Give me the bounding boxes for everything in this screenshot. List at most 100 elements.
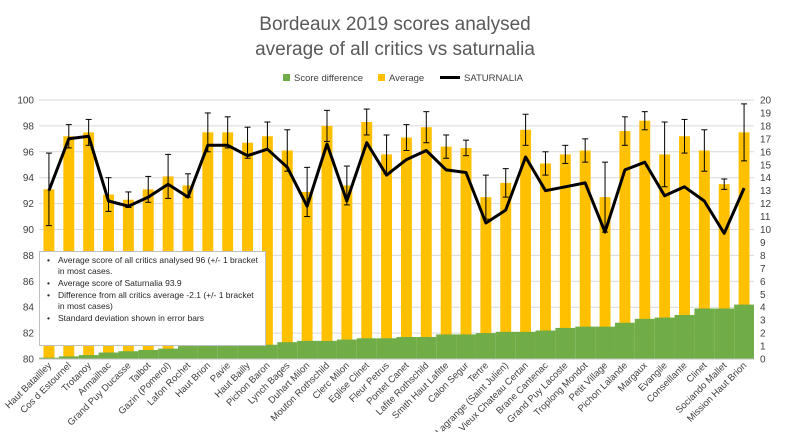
right-tick-label: 19: [760, 108, 772, 119]
average-bar: [639, 120, 651, 359]
right-tick-label: 5: [760, 290, 766, 301]
legend-swatch-average: [378, 74, 385, 81]
average-bar: [738, 132, 750, 359]
score-difference-bar: [416, 336, 437, 359]
score-difference-bars: [39, 304, 754, 359]
right-tick-label: 18: [760, 121, 772, 132]
right-tick-label: 14: [760, 173, 772, 184]
left-tick-label: 92: [23, 199, 35, 210]
left-tick-label: 88: [23, 251, 35, 262]
average-bar: [579, 150, 591, 359]
legend-label-score-difference: Score difference: [294, 73, 363, 84]
note-item: Average score of all critics analysed 96…: [47, 255, 261, 277]
score-difference-bar: [674, 314, 695, 359]
score-difference-bar: [634, 318, 655, 359]
score-difference-bar: [39, 357, 59, 359]
legend-label-saturnalia: SATURNALIA: [464, 73, 524, 84]
notes-box: Average score of all critics analysed 96…: [39, 251, 266, 346]
left-tick-label: 94: [23, 173, 35, 184]
average-bar: [559, 154, 571, 359]
legend-swatch-score-difference: [283, 74, 290, 81]
average-bar: [341, 185, 353, 359]
note-item: Standard deviation shown in error bars: [47, 313, 261, 324]
right-tick-label: 6: [760, 277, 766, 288]
average-bar: [242, 142, 254, 359]
average-bar: [440, 146, 452, 359]
left-tick-label: 96: [23, 147, 35, 158]
score-difference-bar: [475, 333, 496, 359]
average-bar: [539, 163, 551, 359]
score-difference-bar: [654, 317, 675, 359]
left-tick-label: 80: [23, 355, 35, 366]
left-tick-label: 86: [23, 277, 35, 288]
right-tick-label: 1: [760, 342, 766, 353]
average-bar: [599, 197, 611, 359]
score-difference-bar: [495, 331, 516, 359]
right-tick-label: 0: [760, 355, 766, 366]
right-tick-label: 10: [760, 225, 772, 236]
score-difference-bar: [297, 340, 318, 359]
score-difference-bar: [158, 348, 179, 359]
score-difference-bar: [456, 334, 476, 359]
right-tick-label: 11: [760, 212, 771, 223]
notes-list: Average score of all critics analysed 96…: [46, 255, 261, 324]
score-difference-bar: [575, 326, 596, 359]
saturnalia-line: [47, 134, 746, 235]
right-tick-label: 4: [760, 303, 766, 314]
average-bar: [500, 182, 512, 359]
average-bar: [679, 136, 690, 359]
average-bar: [321, 125, 333, 360]
average-bar: [520, 129, 532, 359]
average-bar: [202, 132, 214, 359]
average-bar: [698, 150, 710, 359]
score-difference-bar: [376, 338, 397, 359]
right-tick-label: 17: [760, 134, 772, 145]
right-tick-label: 3: [760, 316, 766, 327]
average-bar: [301, 191, 313, 359]
error-bars: [45, 103, 748, 233]
score-difference-bar: [58, 356, 79, 359]
score-difference-bar: [237, 344, 258, 359]
score-difference-bar: [118, 351, 139, 359]
score-difference-bar: [614, 322, 635, 359]
score-difference-bar: [356, 338, 377, 359]
right-tick-label: 15: [760, 160, 772, 171]
left-tick-label: 82: [23, 329, 35, 340]
left-tick-label: 98: [23, 121, 35, 132]
score-difference-bar: [138, 349, 159, 359]
score-difference-bar: [317, 340, 337, 359]
average-bar: [222, 132, 234, 359]
average-bar: [420, 127, 432, 359]
score-difference-bar: [217, 346, 238, 359]
average-bar: [619, 131, 631, 359]
score-difference-bar: [515, 331, 536, 359]
score-difference-bar: [694, 308, 715, 359]
average-bar: [480, 197, 492, 359]
score-difference-bar: [336, 339, 357, 359]
score-difference-bar: [714, 308, 735, 359]
legend-label-average: Average: [389, 73, 424, 84]
score-difference-bar: [436, 334, 457, 359]
score-difference-bar: [257, 344, 278, 359]
note-item: Average score of Saturnalia 93.9: [47, 278, 261, 289]
chart-title-line-2: average of all critics vs saturnalia: [255, 39, 535, 60]
average-bar: [63, 136, 75, 359]
right-tick-label: 13: [760, 186, 772, 197]
average-bar: [659, 154, 671, 359]
score-difference-bar: [277, 342, 298, 359]
score-difference-bar: [396, 336, 417, 359]
right-tick-label: 8: [760, 251, 766, 262]
score-difference-bar: [78, 355, 99, 359]
left-tick-label: 90: [23, 225, 35, 236]
right-tick-label: 20: [760, 96, 772, 107]
left-tick-label: 100: [17, 96, 34, 107]
left-tick-label: 84: [23, 303, 35, 314]
average-bar: [281, 150, 293, 359]
saturnalia-line-path: [47, 134, 746, 235]
note-item: Difference from all critics average -2.1…: [47, 290, 261, 312]
score-difference-bar: [535, 330, 556, 359]
legend: Score difference Average SATURNALIA: [283, 73, 524, 84]
